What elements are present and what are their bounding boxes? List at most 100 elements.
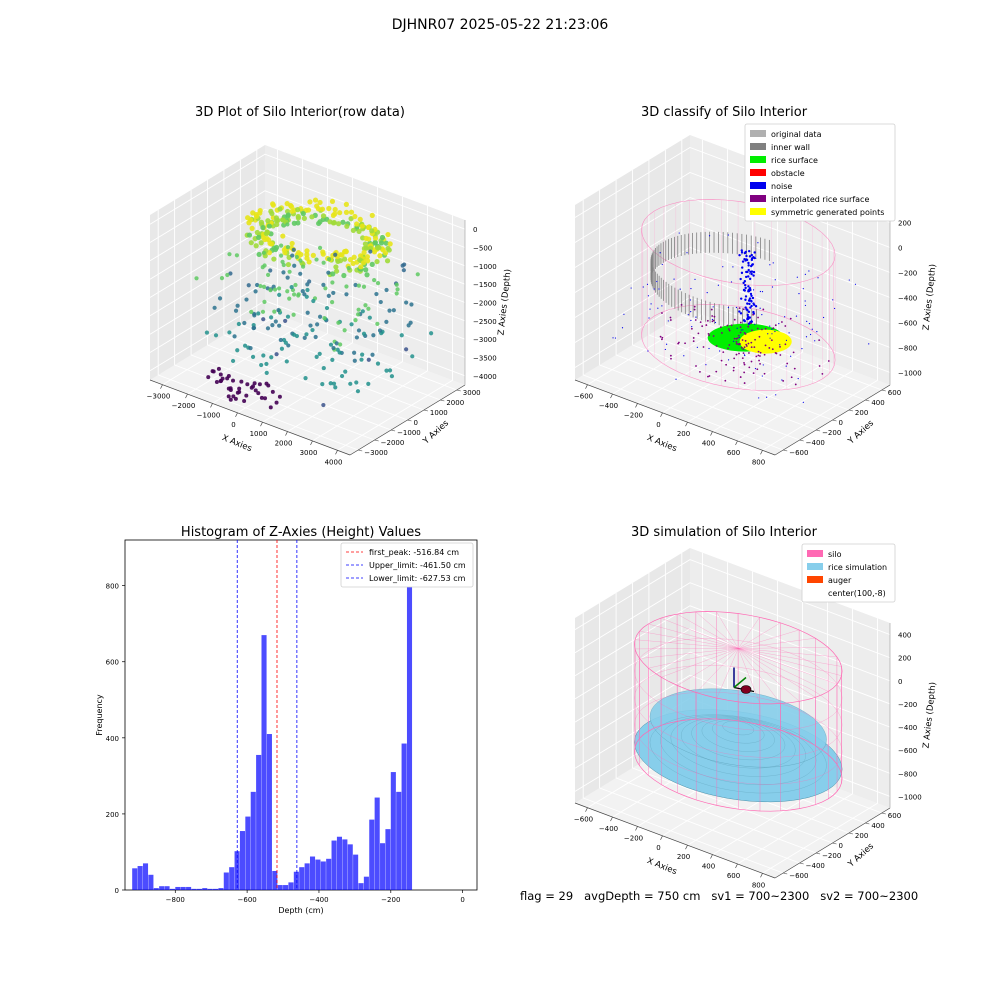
- interpolated-point: [740, 346, 743, 349]
- noise-point: [771, 333, 773, 335]
- noise-point: [686, 252, 688, 254]
- grid-line-z: [149, 282, 466, 358]
- data-point: [262, 299, 267, 305]
- noise-point: [738, 310, 741, 313]
- data-point: [361, 284, 367, 289]
- data-point: [317, 314, 323, 319]
- interpolated-point: [738, 307, 741, 310]
- data-point: [357, 216, 363, 222]
- data-point: [249, 309, 254, 314]
- noise-point: [802, 401, 804, 403]
- interpolated-point: [764, 327, 767, 330]
- x-tick: [185, 393, 188, 399]
- data-point: [212, 305, 217, 310]
- silo-roof-line: [738, 647, 829, 649]
- interpolated-point: [761, 328, 763, 331]
- y-tick-label: 400: [871, 822, 884, 830]
- noise-point: [761, 375, 763, 377]
- data-point: [285, 261, 292, 268]
- interpolated-point: [711, 320, 714, 323]
- data-point: [304, 251, 310, 258]
- x-tick: [310, 440, 313, 446]
- interpolated-point: [756, 368, 759, 371]
- x-tick-label: 600: [727, 872, 740, 880]
- noise-point: [769, 264, 771, 266]
- noise-point: [717, 284, 719, 286]
- grid-line-x: [587, 139, 703, 386]
- legend-swatch: [750, 156, 766, 163]
- data-point: [333, 264, 339, 270]
- noise-point: [747, 249, 751, 253]
- x-tick-label: −600: [574, 816, 593, 824]
- z-tick-label: −600: [898, 747, 917, 755]
- data-point: [375, 361, 381, 366]
- x-axis-line: [574, 379, 776, 456]
- noise-point: [744, 286, 747, 290]
- data-point: [309, 214, 315, 220]
- legend-swatch: [750, 169, 766, 176]
- data-point: [298, 271, 303, 276]
- noise-point: [808, 270, 810, 272]
- grid-line-y: [664, 150, 866, 401]
- noise-point: [759, 290, 761, 293]
- noise-point: [653, 288, 655, 290]
- interpolated-point: [708, 334, 711, 337]
- histogram-bar: [309, 856, 316, 890]
- y-tick: [358, 449, 363, 452]
- data-point: [274, 221, 280, 228]
- y-tick-label: −400: [806, 439, 825, 447]
- data-point: [211, 369, 216, 374]
- noise-point: [744, 259, 747, 262]
- histogram-bar: [191, 888, 197, 890]
- x-tick-label: 4000: [325, 458, 343, 466]
- legend-label: first_peak: -516.84 cm: [369, 548, 459, 557]
- data-point: [234, 253, 240, 258]
- legend-label: silo: [828, 550, 842, 559]
- data-point: [250, 354, 256, 359]
- x-tick-label: 600: [727, 449, 740, 457]
- grid-line-z: [574, 247, 891, 323]
- interpolated-point: [719, 326, 722, 328]
- histogram-bar: [277, 885, 283, 890]
- data-point: [354, 221, 360, 227]
- y-tick: [848, 832, 854, 835]
- data-point: [218, 379, 223, 384]
- noise-point: [712, 306, 714, 308]
- noise-point: [612, 337, 614, 339]
- noise-point: [754, 367, 757, 370]
- noise-point: [774, 330, 776, 333]
- noise-point: [630, 287, 632, 289]
- data-point: [328, 381, 333, 386]
- grid-line-x: [312, 205, 428, 442]
- interpolated-point: [711, 315, 714, 317]
- data-point: [394, 282, 399, 287]
- interpolated-point: [699, 321, 702, 324]
- data-point: [374, 291, 379, 297]
- y-tick-label: −3000: [364, 449, 388, 457]
- data-point: [374, 258, 380, 265]
- noise-point: [750, 264, 753, 268]
- data-point: [354, 335, 359, 340]
- grid-line-x: [762, 205, 878, 451]
- histogram-bar: [331, 840, 337, 890]
- z-tick-label: −2000: [473, 300, 497, 308]
- histogram-bar: [396, 791, 402, 890]
- data-point: [293, 282, 298, 288]
- data-point: [304, 332, 309, 337]
- interpolated-point: [739, 331, 742, 334]
- grid-line-y: [223, 170, 425, 411]
- data-point: [360, 352, 365, 357]
- data-point: [266, 383, 271, 388]
- z-tick-label: 200: [898, 220, 911, 228]
- data-point: [280, 259, 285, 264]
- data-point: [365, 258, 371, 264]
- data-point: [372, 240, 378, 246]
- noise-point: [781, 379, 783, 381]
- noise-point: [802, 288, 804, 290]
- noise-point: [804, 273, 806, 275]
- noise-point: [745, 254, 748, 258]
- legend-label: Lower_limit: -627.53 cm: [369, 574, 466, 583]
- interpolated-point: [743, 382, 746, 384]
- x-tick-label: 200: [677, 853, 690, 861]
- histogram-bar: [261, 635, 267, 890]
